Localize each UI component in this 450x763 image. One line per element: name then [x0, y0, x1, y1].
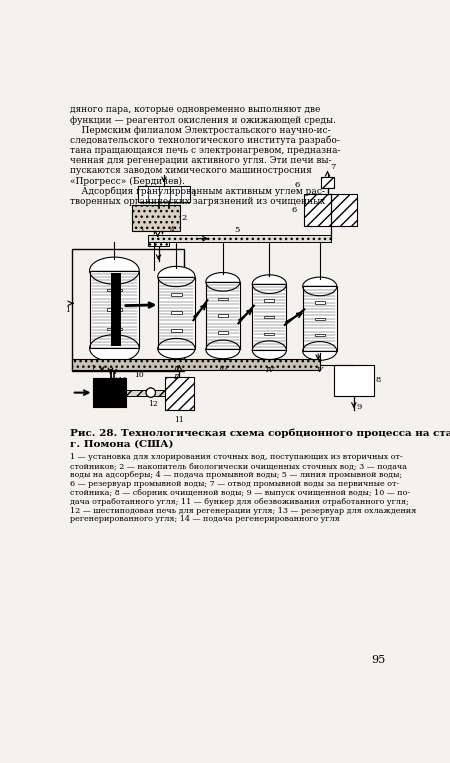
- Text: 14: 14: [117, 377, 126, 385]
- Bar: [132, 204, 180, 231]
- Bar: [303, 286, 337, 351]
- Text: 10: 10: [134, 371, 144, 379]
- Bar: [334, 365, 374, 396]
- Text: творенных органических загрязнений из очищенных: творенных органических загрязнений из оч…: [70, 197, 325, 206]
- Bar: [107, 328, 122, 330]
- Ellipse shape: [206, 272, 240, 291]
- Bar: [107, 289, 122, 291]
- Bar: [138, 186, 190, 201]
- Text: 12 — шестиподовая печь для регенерации угля; 13 — резервуар для охлаждения: 12 — шестиподовая печь для регенерации у…: [70, 507, 417, 514]
- Text: дяного пара, которые одновременно выполняют две: дяного пара, которые одновременно выполн…: [70, 105, 320, 114]
- Text: 95: 95: [371, 655, 385, 665]
- Text: стойника; 8 — сборник очищенной воды; 9 — выпуск очищенной воды; 10 — по-: стойника; 8 — сборник очищенной воды; 9 …: [70, 489, 410, 497]
- Ellipse shape: [303, 342, 337, 360]
- Bar: [206, 282, 240, 349]
- Text: пускаются заводом химического машиностросния: пускаются заводом химического машиностро…: [70, 166, 312, 175]
- Text: 6 — резервуар промывной воды; 7 — отвод промывной воды за первичные от-: 6 — резервуар промывной воды; 7 — отвод …: [70, 480, 399, 488]
- Ellipse shape: [158, 339, 195, 359]
- Text: V: V: [317, 366, 323, 375]
- Text: дача отработанного угля; 11 — бункер для обезвоживания отработанного угля;: дача отработанного угля; 11 — бункер для…: [70, 497, 409, 506]
- Ellipse shape: [252, 275, 287, 294]
- Text: г. Помона (США): г. Помона (США): [70, 439, 174, 449]
- Bar: [94, 378, 126, 407]
- Text: Пермским филиалом Электростальского научно-ис-: Пермским филиалом Электростальского науч…: [70, 126, 331, 135]
- Text: 14: 14: [113, 381, 123, 389]
- Ellipse shape: [90, 335, 139, 362]
- Bar: [90, 271, 139, 348]
- Bar: [304, 194, 357, 227]
- Text: 1 — установка для хлорирования сточных вод, поступающих из вторичных от-: 1 — установка для хлорирования сточных в…: [70, 453, 403, 462]
- Bar: [126, 390, 169, 396]
- Bar: [148, 235, 169, 246]
- Bar: [315, 317, 325, 320]
- Bar: [171, 330, 182, 332]
- Text: 8: 8: [376, 376, 381, 385]
- Text: стойников; 2 — накопитель биологически очищенных сточных вод; 3 — подача: стойников; 2 — накопитель биологически о…: [70, 462, 407, 470]
- Text: 12: 12: [148, 400, 157, 407]
- Bar: [107, 308, 122, 311]
- Bar: [264, 300, 274, 302]
- Text: I: I: [113, 368, 116, 376]
- Bar: [111, 272, 122, 346]
- Bar: [218, 298, 228, 300]
- Bar: [158, 276, 195, 349]
- Text: Рис. 28. Технологическая схема сорбционного процесса на станции: Рис. 28. Технологическая схема сорбционн…: [70, 429, 450, 438]
- Ellipse shape: [90, 257, 139, 284]
- Text: воды на адсорберы; 4 — подача промывной воды; 5 — линия промывной воды;: воды на адсорберы; 4 — подача промывной …: [70, 472, 402, 479]
- Bar: [252, 284, 287, 350]
- Bar: [72, 359, 320, 369]
- Ellipse shape: [206, 340, 240, 359]
- Text: 7: 7: [330, 163, 335, 171]
- Text: функции — реагентол окисления и ожижающей среды.: функции — реагентол окисления и ожижающе…: [70, 115, 336, 124]
- Text: IV: IV: [265, 365, 274, 374]
- Text: следовательского технологического института разрабо-: следовательского технологического инстит…: [70, 136, 340, 146]
- Bar: [148, 235, 331, 243]
- Ellipse shape: [303, 277, 337, 296]
- Circle shape: [146, 388, 155, 398]
- Text: 9: 9: [356, 404, 361, 411]
- Text: 6: 6: [291, 206, 297, 214]
- Text: III: III: [218, 365, 228, 373]
- Bar: [303, 286, 337, 351]
- Ellipse shape: [158, 266, 195, 287]
- Text: 13: 13: [113, 392, 123, 401]
- Ellipse shape: [252, 341, 287, 359]
- Text: ченная для регенерации активного угля. Эти печи вы-: ченная для регенерации активного угля. Э…: [70, 156, 332, 166]
- Text: регенерированного угля; 14 — подача регенерированного угля: регенерированного угля; 14 — подача реге…: [70, 516, 340, 523]
- Text: 11: 11: [175, 416, 184, 423]
- Bar: [206, 282, 240, 349]
- Bar: [315, 301, 325, 304]
- Bar: [171, 311, 182, 314]
- Bar: [171, 294, 182, 296]
- Text: тана пращающаяся печь с электронагревом, предназна-: тана пращающаяся печь с электронагревом,…: [70, 146, 341, 155]
- Text: 1: 1: [90, 365, 95, 372]
- Text: 13: 13: [117, 387, 126, 395]
- Text: 1: 1: [65, 306, 70, 314]
- Bar: [315, 333, 325, 336]
- Bar: [90, 271, 139, 348]
- Text: 1: 1: [192, 190, 197, 198]
- Text: «Прогресс» (Бердичев).: «Прогресс» (Бердичев).: [70, 176, 185, 185]
- Text: 2: 2: [182, 214, 187, 222]
- Bar: [218, 314, 228, 317]
- Text: II: II: [173, 365, 180, 373]
- Bar: [165, 377, 194, 410]
- Bar: [252, 284, 287, 350]
- Bar: [264, 316, 274, 318]
- Text: 4: 4: [170, 226, 175, 234]
- Bar: [321, 177, 334, 188]
- Text: II: II: [173, 372, 180, 381]
- Text: 3: 3: [139, 226, 144, 234]
- Bar: [158, 276, 195, 349]
- Bar: [72, 250, 184, 371]
- Circle shape: [146, 388, 155, 398]
- Bar: [264, 333, 274, 335]
- Text: Адсорбция гранулированным активным углем рас-: Адсорбция гранулированным активным углем…: [70, 187, 325, 196]
- Text: 5: 5: [234, 226, 240, 234]
- Bar: [218, 331, 228, 333]
- Text: 6: 6: [295, 182, 300, 189]
